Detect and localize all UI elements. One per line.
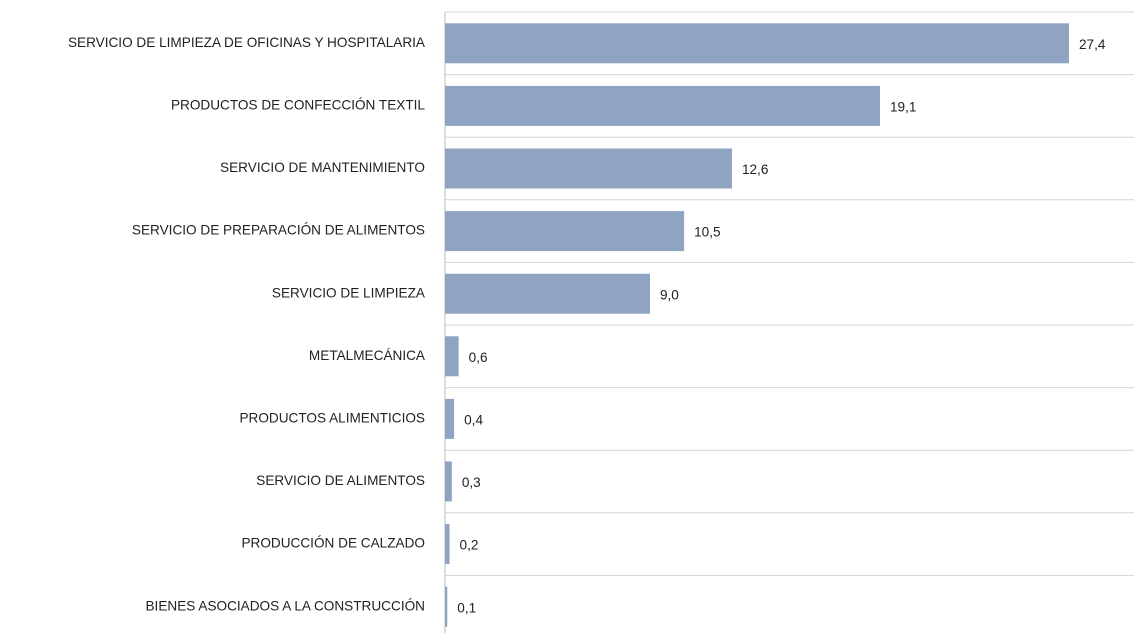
bar xyxy=(445,524,450,565)
category-label: SERVICIO DE LIMPIEZA xyxy=(272,285,426,300)
bar xyxy=(445,586,448,627)
value-label: 27,4 xyxy=(1079,37,1106,52)
category-label: SERVICIO DE PREPARACIÓN DE ALIMENTOS xyxy=(132,223,425,238)
bar xyxy=(445,85,880,126)
bar xyxy=(445,461,452,502)
bar xyxy=(445,23,1069,64)
category-label: BIENES ASOCIADOS A LA CONSTRUCCIÓN xyxy=(145,598,425,613)
bar xyxy=(445,398,455,439)
category-label: SERVICIO DE MANTENIMIENTO xyxy=(220,160,425,175)
value-label: 12,6 xyxy=(742,162,768,177)
bar xyxy=(445,148,732,189)
bar xyxy=(445,336,459,377)
category-label: METALMECÁNICA xyxy=(309,348,426,363)
value-label: 0,6 xyxy=(469,350,488,365)
value-label: 0,2 xyxy=(460,538,479,553)
value-label: 0,1 xyxy=(457,600,476,615)
category-label: PRODUCTOS DE CONFECCIÓN TEXTIL xyxy=(171,97,425,112)
bar xyxy=(445,211,685,252)
category-label: SERVICIO DE LIMPIEZA DE OFICINAS Y HOSPI… xyxy=(68,35,426,50)
value-label: 10,5 xyxy=(694,225,720,240)
category-label: SERVICIO DE ALIMENTOS xyxy=(256,473,425,488)
value-label: 9,0 xyxy=(660,287,679,302)
value-label: 0,3 xyxy=(462,475,481,490)
category-label: PRODUCTOS ALIMENTICIOS xyxy=(239,410,425,425)
value-label: 19,1 xyxy=(890,99,916,114)
bar xyxy=(445,273,650,314)
value-label: 0,4 xyxy=(464,412,483,427)
category-label: PRODUCCIÓN DE CALZADO xyxy=(241,536,425,551)
